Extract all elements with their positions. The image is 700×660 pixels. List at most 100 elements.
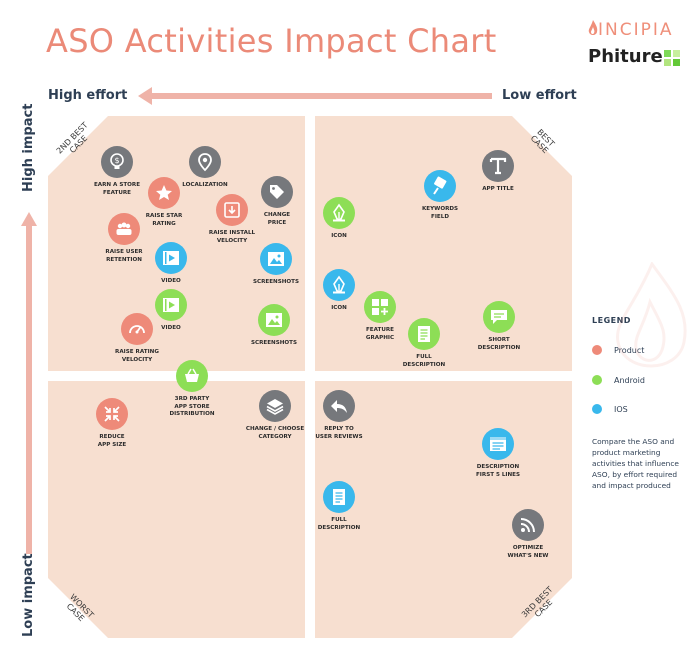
activity-label: FULL DESCRIPTION [317, 517, 361, 531]
activity-label: FULL DESCRIPTION [402, 354, 446, 368]
flame-icon [588, 19, 598, 44]
activity-item: ICON [299, 269, 379, 313]
activity-label: CHANGE PRICE [263, 212, 291, 226]
effort-arrow [138, 87, 492, 110]
phiture-grid-icon [664, 50, 680, 71]
reply-icon [323, 390, 355, 422]
activity-item: SCREENSHOTS [234, 304, 314, 348]
activity-item: OPTIMIZE WHAT'S NEW [488, 509, 568, 560]
activity-item: 3RD PARTY APP STORE DISTRIBUTION [152, 360, 232, 419]
text-t-icon [482, 150, 514, 182]
legend-item-product: Product [592, 345, 644, 355]
activity-item: SHORT DESCRIPTION [459, 301, 539, 352]
corner-bottom-left [48, 578, 108, 643]
activity-item: CHANGE / CHOOSE CATEGORY [235, 390, 315, 441]
text-lines-icon [482, 428, 514, 460]
pen-nib-icon [323, 197, 355, 229]
download-icon [216, 194, 248, 226]
legend-dot-ios [592, 404, 602, 414]
activity-item: VIDEO [131, 289, 211, 333]
message-icon [483, 301, 515, 333]
activity-label: SCREENSHOTS [250, 340, 298, 346]
feature-graphic-icon [364, 291, 396, 323]
users-icon [108, 213, 140, 245]
pen-nib-icon [323, 269, 355, 301]
activity-item: REDUCE APP SIZE [72, 398, 152, 449]
incipia-logo: INCIPIA [598, 20, 674, 40]
legend-label-product: Product [614, 345, 645, 355]
activity-label: REPLY TO USER REVIEWS [315, 426, 363, 440]
star-icon [148, 177, 180, 209]
legend-label-ios: IOS [614, 404, 628, 414]
activity-item: DESCRIPTION FIRST 5 LINES [458, 428, 538, 479]
legend-dot-android [592, 375, 602, 385]
activity-label: RAISE INSTALL VELOCITY [208, 230, 256, 244]
activity-label: VIDEO [161, 278, 181, 284]
image-icon [260, 243, 292, 275]
legend-title: LEGEND [592, 316, 631, 325]
video-icon [155, 242, 187, 274]
corner-top-right [512, 116, 572, 181]
activity-item: FULL DESCRIPTION [299, 481, 379, 532]
document-icon [408, 318, 440, 350]
shopping-basket-icon [176, 360, 208, 392]
activity-item: RAISE INSTALL VELOCITY [192, 194, 272, 245]
layers-icon [259, 390, 291, 422]
activity-label: RAISE STAR RATING [145, 213, 183, 227]
activity-label: FEATURE GRAPHIC [365, 327, 395, 341]
activity-label: CHANGE / CHOOSE CATEGORY [245, 426, 305, 440]
activity-label: DESCRIPTION FIRST 5 LINES [475, 464, 521, 478]
video-icon [155, 289, 187, 321]
activity-label: APP TITLE [482, 186, 514, 192]
activity-label: RAISE USER RETENTION [105, 249, 143, 263]
activity-item: RAISE RATING VELOCITY [97, 313, 177, 364]
price-tag-icon [261, 176, 293, 208]
legend-label-android: Android [614, 375, 645, 385]
dollar-bulb-icon: $ [101, 146, 133, 178]
activity-item: RAISE USER RETENTION [84, 213, 164, 264]
keyword-pin-icon [424, 170, 456, 202]
quadrant-bottom-left [48, 381, 305, 638]
activity-label: ICON [331, 233, 347, 239]
activity-item: CHANGE PRICE [237, 176, 317, 227]
svg-text:$: $ [114, 156, 119, 165]
activity-item: REPLY TO USER REVIEWS [299, 390, 379, 441]
page-title: ASO Activities Impact Chart [46, 22, 497, 60]
legend-description: Compare the ASO and product marketing ac… [592, 437, 679, 491]
activity-item: VIDEO [131, 242, 211, 286]
activity-label: OPTIMIZE WHAT'S NEW [507, 545, 549, 559]
corner-top-left [48, 116, 108, 181]
activity-item: KEYWORDS FIELD [400, 170, 480, 221]
rss-icon [512, 509, 544, 541]
decorative-flame-icon [612, 260, 690, 387]
quadrant-top-right [315, 116, 572, 371]
activity-label: LOCALIZATION [182, 182, 228, 188]
activity-label: RAISE RATING VELOCITY [115, 349, 159, 363]
activity-label: SHORT DESCRIPTION [477, 337, 521, 351]
phiture-logo: Phiture [588, 46, 663, 67]
map-pin-icon [189, 146, 221, 178]
low-effort-label: Low effort [502, 88, 577, 103]
activity-item: RAISE STAR RATING [124, 177, 204, 228]
activity-label: VIDEO [161, 325, 181, 331]
image-icon [258, 304, 290, 336]
low-impact-label: Low impact [21, 553, 36, 637]
document-icon [323, 481, 355, 513]
legend-dot-product [592, 345, 602, 355]
legend-item-ios: IOS [592, 404, 628, 414]
legend-item-android: Android [592, 375, 645, 385]
speedometer-icon [121, 313, 153, 345]
activity-item: LOCALIZATION [165, 146, 245, 190]
activity-item: FULL DESCRIPTION [384, 318, 464, 369]
activity-label: KEYWORDS FIELD [421, 206, 459, 220]
activity-item: APP TITLE [458, 150, 538, 194]
activity-label: EARN A STORE FEATURE [93, 182, 141, 196]
activity-label: ICON [331, 305, 347, 311]
compress-icon [96, 398, 128, 430]
activity-item: ICON [299, 197, 379, 241]
activity-item: $ EARN A STORE FEATURE [77, 146, 157, 197]
activity-label: SCREENSHOTS [252, 279, 300, 285]
activity-item: SCREENSHOTS [236, 243, 316, 287]
high-effort-label: High effort [48, 88, 128, 103]
activity-item: FEATURE GRAPHIC [340, 291, 420, 342]
